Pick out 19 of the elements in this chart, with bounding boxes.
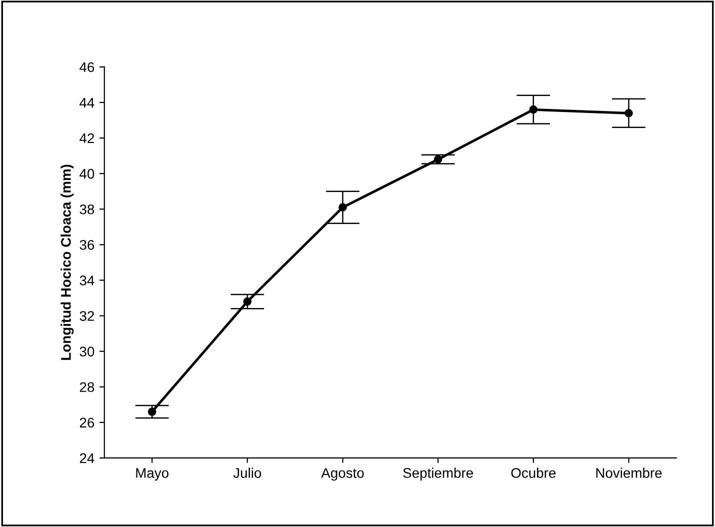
y-tick-label: 32 (80, 311, 94, 321)
x-tick-label: Ocubre (511, 468, 556, 478)
y-tick-label: 40 (80, 168, 94, 179)
x-tick-label: Mayo (136, 468, 168, 481)
y-tick-label: 26 (80, 418, 94, 428)
y-tick-label: 38 (80, 204, 94, 214)
y-tick-label: 44 (80, 98, 94, 108)
y-tick-label: 24 (80, 453, 94, 463)
x-tick-label: Noviembre (596, 468, 662, 478)
y-tick-label: 36 (80, 240, 94, 250)
y-tick-label: 28 (80, 382, 94, 392)
x-tick-label: Septiembre (403, 468, 473, 481)
y-tick-label: 46 (80, 62, 94, 72)
y-tick-label: 34 (80, 276, 94, 286)
y-tick-label: 42 (80, 133, 94, 144)
x-tick-label: Julio (233, 468, 262, 478)
x-tick-label: Agosto (321, 468, 364, 481)
y-axis-title: Longitud Hocico Cloaca (mm) (60, 164, 74, 360)
y-tick-label: 30 (80, 346, 94, 356)
